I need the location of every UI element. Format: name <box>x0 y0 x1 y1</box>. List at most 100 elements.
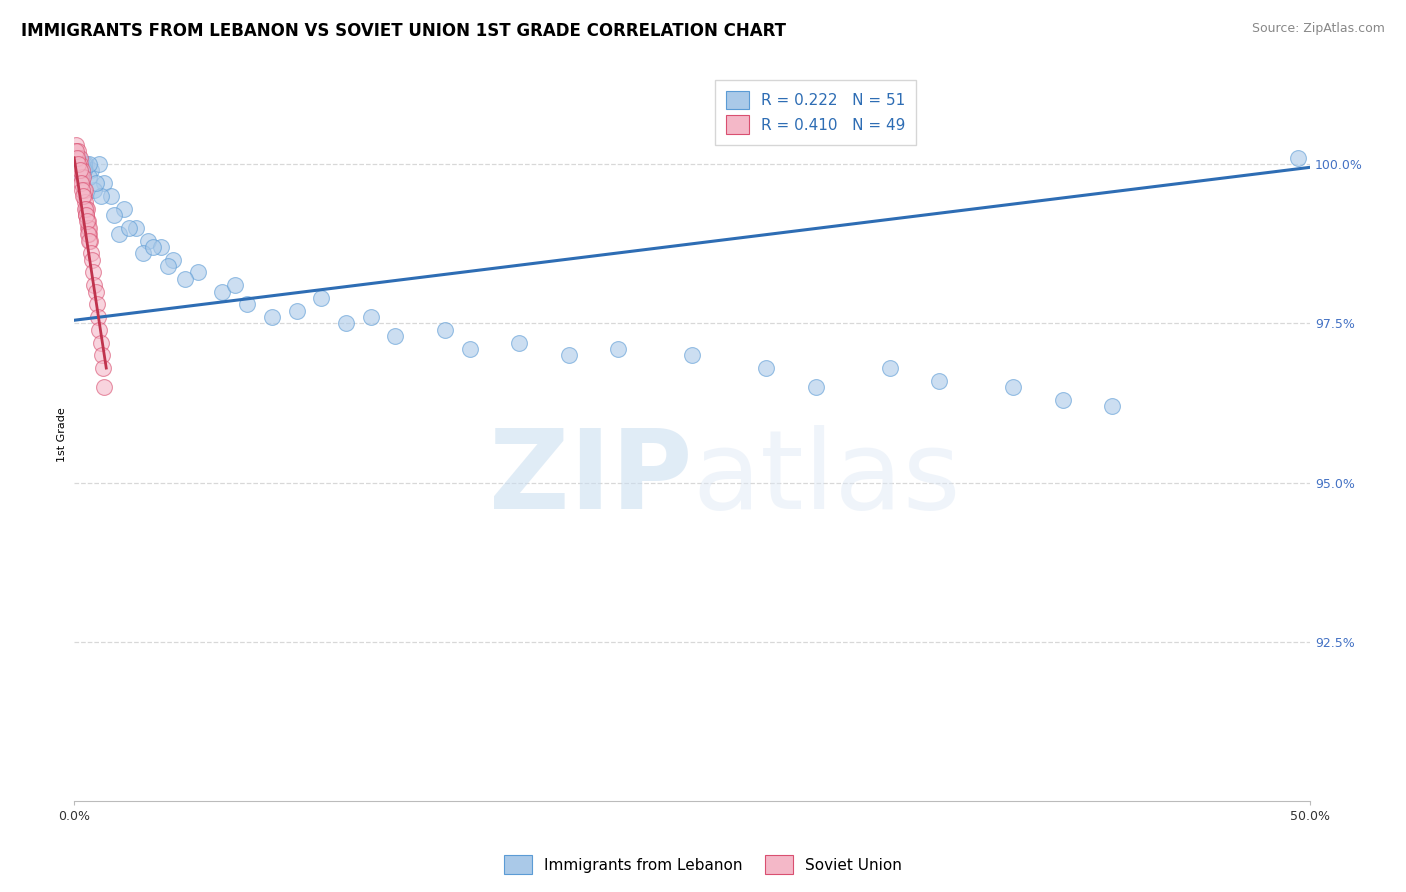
Point <box>879 361 901 376</box>
Legend: Immigrants from Lebanon, Soviet Union: Immigrants from Lebanon, Soviet Union <box>498 849 908 880</box>
Point <box>433 323 456 337</box>
Point <box>75 202 97 216</box>
Point <box>72 176 94 190</box>
Point <box>70 163 93 178</box>
Point <box>73 202 96 216</box>
Point <box>804 380 827 394</box>
Point <box>107 227 129 242</box>
Point <box>87 310 110 324</box>
Point <box>162 252 184 267</box>
Point <box>73 183 96 197</box>
Point <box>70 157 93 171</box>
Point <box>72 189 94 203</box>
Point <box>86 297 108 311</box>
Point <box>67 163 90 178</box>
Point <box>928 374 950 388</box>
Point <box>76 202 98 216</box>
Point <box>142 240 165 254</box>
Point <box>117 220 139 235</box>
Point <box>77 227 100 242</box>
Point <box>80 246 103 260</box>
Point <box>75 195 97 210</box>
Point <box>79 220 101 235</box>
Point <box>132 246 155 260</box>
Point <box>607 342 630 356</box>
Point <box>65 138 87 153</box>
Point <box>557 348 579 362</box>
Point <box>1052 392 1074 407</box>
Point <box>260 310 283 324</box>
Point <box>70 169 93 184</box>
Point <box>149 240 172 254</box>
Point <box>72 183 94 197</box>
Point <box>77 157 100 171</box>
Point <box>91 361 114 376</box>
Point <box>70 183 93 197</box>
Point <box>79 234 101 248</box>
Point <box>76 157 98 171</box>
Point <box>80 163 103 178</box>
Point <box>66 157 89 171</box>
Point <box>384 329 406 343</box>
Point <box>285 303 308 318</box>
Point <box>89 323 111 337</box>
Point <box>73 157 96 171</box>
Point <box>211 285 233 299</box>
Point <box>67 157 90 171</box>
Text: Source: ZipAtlas.com: Source: ZipAtlas.com <box>1251 22 1385 36</box>
Point <box>112 202 135 216</box>
Point <box>65 145 87 159</box>
Point <box>83 278 105 293</box>
Point <box>236 297 259 311</box>
Point <box>458 342 481 356</box>
Point <box>125 220 148 235</box>
Point <box>100 189 122 203</box>
Point <box>67 157 90 171</box>
Point <box>79 234 101 248</box>
Point <box>508 335 530 350</box>
Point <box>90 189 112 203</box>
Text: IMMIGRANTS FROM LEBANON VS SOVIET UNION 1ST GRADE CORRELATION CHART: IMMIGRANTS FROM LEBANON VS SOVIET UNION … <box>21 22 786 40</box>
Point <box>311 291 333 305</box>
Point <box>681 348 703 362</box>
Point <box>66 151 89 165</box>
Point <box>75 208 97 222</box>
Point <box>69 151 91 165</box>
Point <box>70 169 93 184</box>
Point <box>69 157 91 171</box>
Point <box>86 176 108 190</box>
Point <box>65 145 87 159</box>
Point <box>76 214 98 228</box>
Point <box>65 151 87 165</box>
Y-axis label: 1st Grade: 1st Grade <box>58 408 67 462</box>
Point <box>66 145 89 159</box>
Point <box>187 265 209 279</box>
Point <box>80 252 103 267</box>
Point <box>157 259 180 273</box>
Point <box>360 310 382 324</box>
Point <box>67 151 90 165</box>
Point <box>73 189 96 203</box>
Point <box>1101 400 1123 414</box>
Point <box>93 176 115 190</box>
Point <box>224 278 246 293</box>
Point <box>1002 380 1025 394</box>
Point <box>93 380 115 394</box>
Point <box>136 234 159 248</box>
Point <box>1286 151 1309 165</box>
Text: atlas: atlas <box>692 425 960 533</box>
Point <box>77 169 100 184</box>
Point <box>69 176 91 190</box>
Point <box>335 317 357 331</box>
Point <box>69 163 91 178</box>
Point <box>82 265 104 279</box>
Point <box>90 348 112 362</box>
Point <box>76 214 98 228</box>
Point <box>72 169 94 184</box>
Point <box>73 163 96 178</box>
Point <box>77 227 100 242</box>
Point <box>83 183 105 197</box>
Point <box>174 272 197 286</box>
Point <box>76 208 98 222</box>
Point <box>84 285 107 299</box>
